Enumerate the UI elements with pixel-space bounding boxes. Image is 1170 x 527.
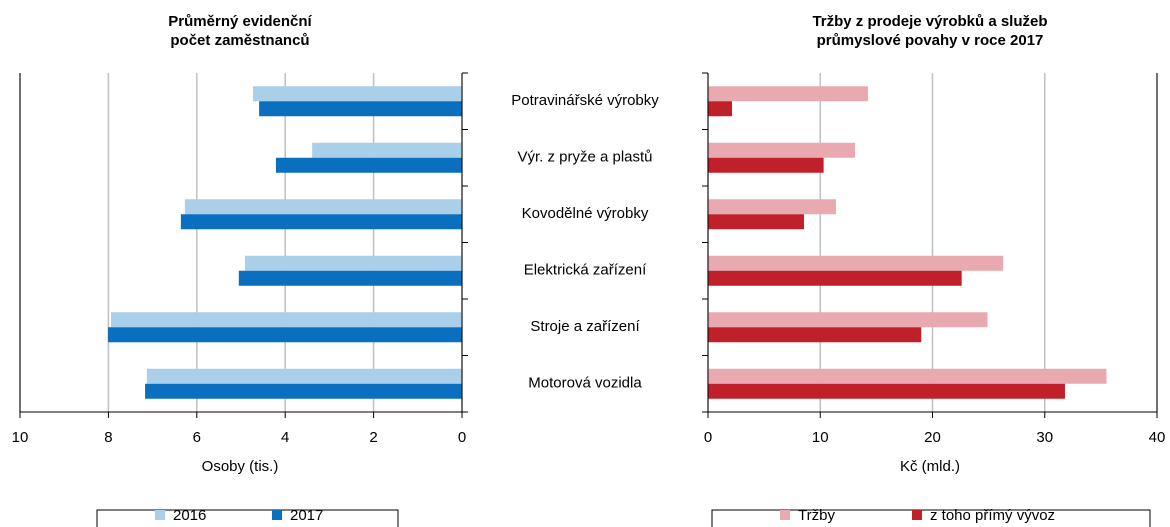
- x-tick-label: 6: [193, 429, 201, 446]
- bar: [708, 270, 962, 286]
- bar: [259, 101, 462, 117]
- bar: [708, 327, 922, 343]
- x-tick-label: 4: [281, 429, 289, 446]
- bar: [708, 383, 1065, 399]
- legend-label: z toho přímý vývoz: [930, 507, 1055, 524]
- x-tick-label: 8: [104, 429, 112, 446]
- bar: [107, 327, 462, 343]
- x-tick-label: 40: [1149, 429, 1166, 446]
- bar: [312, 142, 462, 158]
- chart-title: Tržby z prodeje výrobků a služeb: [812, 13, 1047, 30]
- category-label: Elektrická zařízení: [524, 262, 647, 279]
- category-label: Motorová vozidla: [528, 375, 642, 392]
- bar: [145, 383, 462, 399]
- x-tick-label: 10: [12, 429, 29, 446]
- legend-label: 2016: [173, 507, 206, 524]
- x-axis-label: Osoby (tis.): [202, 458, 279, 475]
- chart-title: počet zaměstnanců: [170, 32, 309, 49]
- bar: [708, 368, 1107, 384]
- legend-box: [711, 509, 1151, 527]
- bar: [708, 214, 804, 230]
- category-label: Výr. z pryže a plastů: [517, 149, 652, 166]
- x-tick-label: 30: [1036, 429, 1053, 446]
- chart-title: průmyslové povahy v roce 2017: [817, 32, 1044, 49]
- category-label: Kovodělné výrobky: [522, 205, 649, 222]
- bar: [184, 199, 462, 215]
- chart-title: Průměrný evidenční: [168, 13, 312, 30]
- legend-swatch: [780, 510, 790, 520]
- legend-label: Tržby: [798, 507, 835, 524]
- x-tick-label: 10: [812, 429, 829, 446]
- bar: [708, 157, 824, 173]
- x-tick-label: 2: [369, 429, 377, 446]
- bar: [180, 214, 462, 230]
- legend-swatch: [155, 510, 165, 520]
- bar: [708, 142, 856, 158]
- category-label: Potravinářské výrobky: [511, 92, 659, 109]
- bar: [708, 312, 988, 328]
- bar: [708, 86, 868, 102]
- bar: [275, 157, 462, 173]
- bar: [111, 312, 462, 328]
- x-tick-label: 0: [458, 429, 466, 446]
- bar: [708, 255, 1004, 271]
- legend-swatch: [912, 510, 922, 520]
- legend-label: 2017: [290, 507, 323, 524]
- legend-swatch: [272, 510, 282, 520]
- x-axis-label: Kč (mld.): [900, 458, 960, 475]
- x-tick-label: 0: [704, 429, 712, 446]
- legend-box: [96, 509, 399, 527]
- bar: [708, 101, 733, 117]
- bar: [146, 368, 462, 384]
- bar: [238, 270, 462, 286]
- x-tick-label: 20: [924, 429, 941, 446]
- bar: [708, 199, 836, 215]
- bar: [244, 255, 462, 271]
- bar: [252, 86, 462, 102]
- category-label: Stroje a zařízení: [530, 318, 640, 335]
